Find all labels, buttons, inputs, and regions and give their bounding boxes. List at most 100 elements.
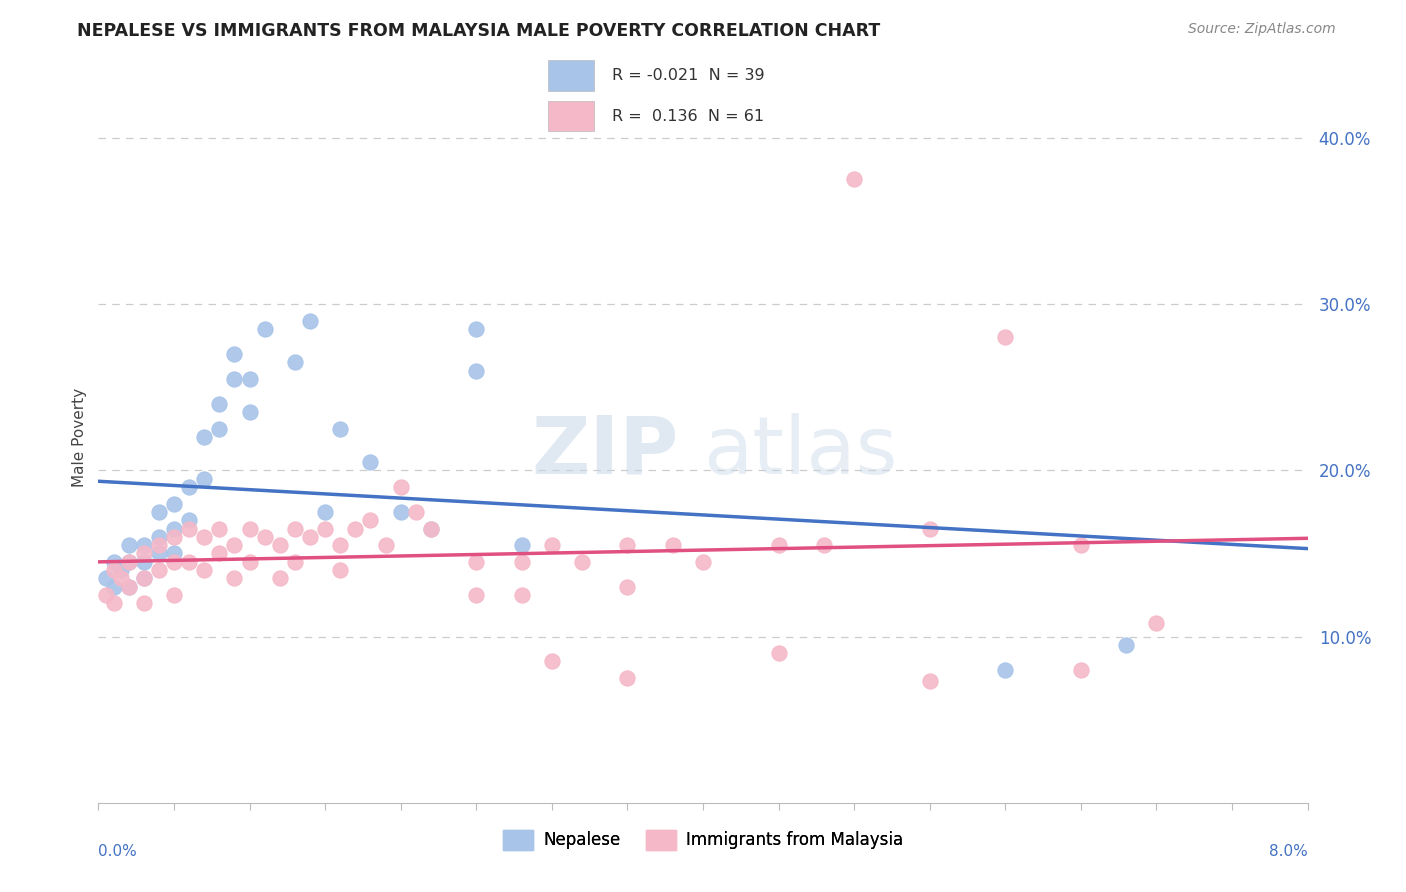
Point xyxy=(510,588,533,602)
Text: Source: ZipAtlas.com: Source: ZipAtlas.com xyxy=(1188,22,1336,37)
Point xyxy=(224,538,246,552)
Point xyxy=(132,596,155,610)
Point xyxy=(918,674,941,689)
Point xyxy=(208,521,231,535)
Point xyxy=(844,172,866,186)
Point xyxy=(179,513,201,527)
Point xyxy=(132,538,155,552)
Point xyxy=(1070,663,1092,677)
Point xyxy=(118,555,141,569)
Point xyxy=(179,521,201,535)
Point xyxy=(374,538,396,552)
Point xyxy=(465,555,488,569)
Point xyxy=(163,588,186,602)
Text: R =  0.136  N = 61: R = 0.136 N = 61 xyxy=(612,109,763,124)
Point xyxy=(163,530,186,544)
Point xyxy=(768,646,790,660)
Point xyxy=(118,580,141,594)
Point xyxy=(269,538,291,552)
Point xyxy=(94,588,117,602)
Point xyxy=(253,530,276,544)
Point xyxy=(1115,638,1137,652)
Point xyxy=(616,671,638,685)
Point xyxy=(163,546,186,560)
Point xyxy=(420,521,443,535)
Point xyxy=(329,422,352,436)
Point xyxy=(208,546,231,560)
Y-axis label: Male Poverty: Male Poverty xyxy=(72,387,87,487)
Point xyxy=(389,505,412,519)
Point xyxy=(193,530,215,544)
Point xyxy=(163,555,186,569)
Point xyxy=(510,555,533,569)
Point xyxy=(465,588,488,602)
Point xyxy=(540,655,562,669)
Point xyxy=(148,530,170,544)
Point xyxy=(329,563,352,577)
Point xyxy=(284,555,307,569)
Point xyxy=(389,480,412,494)
Point xyxy=(299,530,322,544)
Point xyxy=(692,555,714,569)
FancyBboxPatch shape xyxy=(548,61,593,91)
Text: 0.0%: 0.0% xyxy=(98,845,138,860)
Point xyxy=(360,455,382,469)
Point xyxy=(179,555,201,569)
Point xyxy=(510,538,533,552)
Point xyxy=(110,563,132,577)
Point xyxy=(208,422,231,436)
Point xyxy=(132,571,155,585)
Point xyxy=(103,555,125,569)
Point xyxy=(179,480,201,494)
Legend: Nepalese, Immigrants from Malaysia: Nepalese, Immigrants from Malaysia xyxy=(496,823,910,856)
Point xyxy=(540,538,562,552)
Point xyxy=(239,372,262,386)
Point xyxy=(148,505,170,519)
Text: ZIP: ZIP xyxy=(531,413,679,491)
Point xyxy=(103,596,125,610)
Point xyxy=(1146,616,1168,631)
Point xyxy=(163,521,186,535)
Point xyxy=(224,571,246,585)
Text: NEPALESE VS IMMIGRANTS FROM MALAYSIA MALE POVERTY CORRELATION CHART: NEPALESE VS IMMIGRANTS FROM MALAYSIA MAL… xyxy=(77,22,880,40)
Text: atlas: atlas xyxy=(703,413,897,491)
Point xyxy=(239,555,262,569)
Point xyxy=(118,538,141,552)
Point xyxy=(208,397,231,411)
Point xyxy=(118,580,141,594)
Point xyxy=(1070,538,1092,552)
Point xyxy=(420,521,443,535)
Point xyxy=(768,538,790,552)
Point xyxy=(329,538,352,552)
Point xyxy=(163,497,186,511)
Point xyxy=(132,555,155,569)
Point xyxy=(465,363,488,377)
Point xyxy=(118,555,141,569)
Point xyxy=(253,322,276,336)
Point xyxy=(284,355,307,369)
Point xyxy=(224,347,246,361)
Point xyxy=(148,538,170,552)
Point xyxy=(299,314,322,328)
Point xyxy=(132,546,155,560)
Point xyxy=(314,505,336,519)
Point xyxy=(284,521,307,535)
Text: 8.0%: 8.0% xyxy=(1268,845,1308,860)
Point xyxy=(94,571,117,585)
Point xyxy=(360,513,382,527)
FancyBboxPatch shape xyxy=(548,101,593,131)
Text: R = -0.021  N = 39: R = -0.021 N = 39 xyxy=(612,68,765,83)
Point xyxy=(918,521,941,535)
Point xyxy=(994,330,1017,344)
Point xyxy=(193,472,215,486)
Point xyxy=(239,405,262,419)
Point xyxy=(239,521,262,535)
Point xyxy=(314,521,336,535)
Point xyxy=(571,555,593,569)
Point xyxy=(269,571,291,585)
Point xyxy=(193,430,215,444)
Point xyxy=(193,563,215,577)
Point xyxy=(103,580,125,594)
Point xyxy=(148,546,170,560)
Point xyxy=(465,322,488,336)
